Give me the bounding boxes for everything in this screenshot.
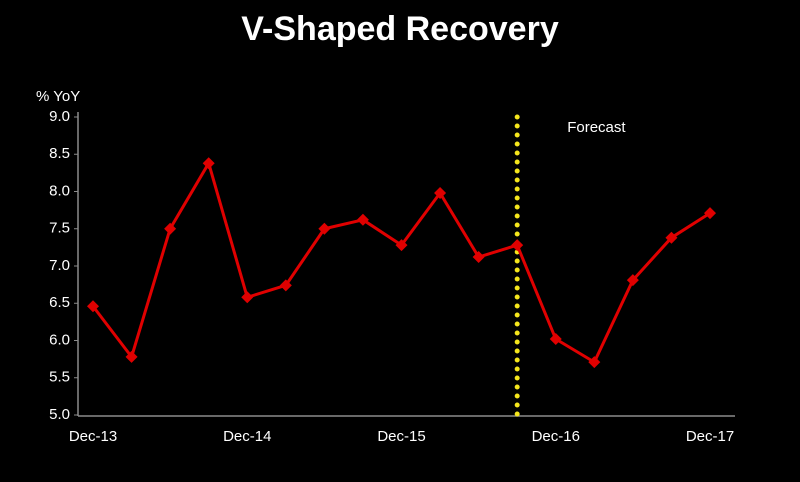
x-tick-label: Dec-13 bbox=[69, 428, 117, 445]
y-tick-label: 6.0 bbox=[49, 331, 70, 348]
x-tick-label: Dec-16 bbox=[532, 428, 580, 445]
data-point bbox=[125, 350, 138, 363]
y-tick-label: 8.0 bbox=[49, 182, 70, 199]
data-point bbox=[549, 333, 562, 346]
data-point bbox=[164, 222, 177, 235]
y-tick-label: 7.0 bbox=[49, 257, 70, 274]
data-point bbox=[241, 291, 254, 304]
data-point bbox=[704, 207, 716, 220]
x-tick-label: Dec-17 bbox=[686, 428, 734, 445]
forecast-label: Forecast bbox=[567, 119, 626, 136]
data-point bbox=[472, 251, 485, 264]
data-point bbox=[511, 239, 524, 252]
data-point bbox=[202, 157, 215, 170]
data-point bbox=[665, 231, 678, 244]
data-point bbox=[279, 279, 292, 292]
data-point bbox=[87, 300, 99, 313]
data-point bbox=[318, 222, 331, 235]
y-tick-label: 5.5 bbox=[49, 369, 70, 386]
y-tick-label: 7.5 bbox=[49, 220, 70, 237]
data-point bbox=[395, 239, 408, 252]
y-tick-label: 6.5 bbox=[49, 294, 70, 311]
data-point bbox=[434, 186, 447, 199]
chart-title: V-Shaped Recovery bbox=[241, 10, 559, 48]
y-tick-label: 9.0 bbox=[49, 108, 70, 125]
y-tick-label: 5.0 bbox=[49, 406, 70, 423]
data-point bbox=[626, 274, 639, 287]
data-point bbox=[356, 213, 369, 226]
x-tick-label: Dec-15 bbox=[377, 428, 425, 445]
y-axis-label: % YoY bbox=[36, 88, 80, 105]
y-tick-label: 8.5 bbox=[49, 145, 70, 162]
data-point bbox=[588, 356, 601, 369]
x-tick-label: Dec-14 bbox=[223, 428, 271, 445]
